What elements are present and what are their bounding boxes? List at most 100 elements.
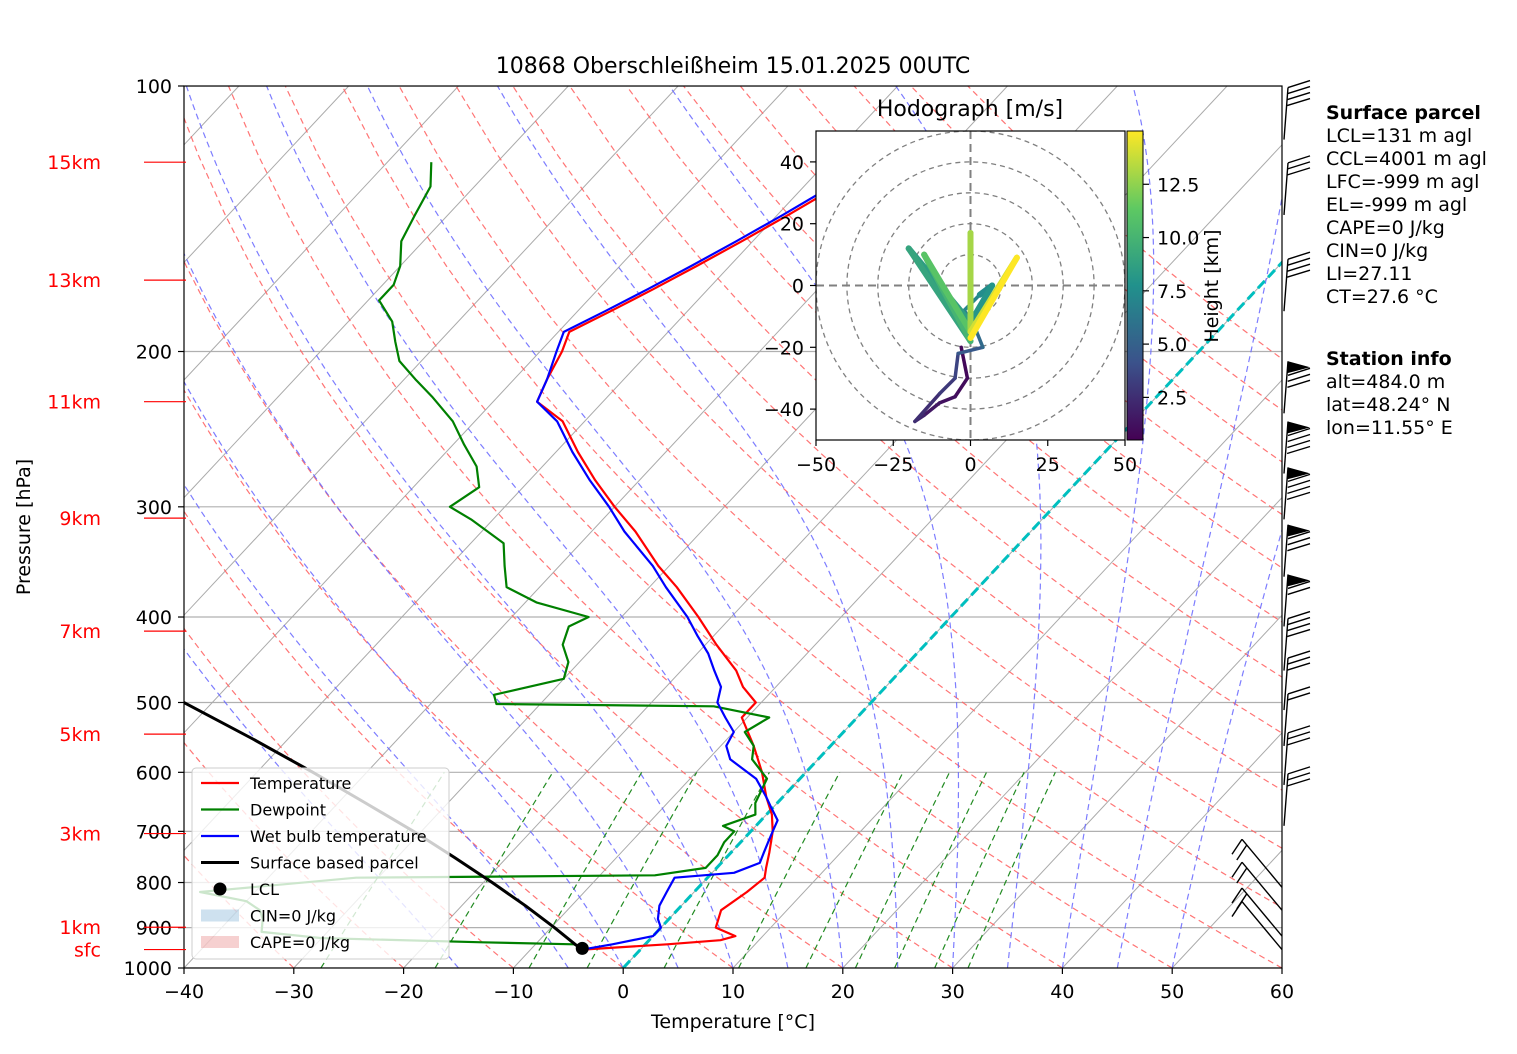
height-tick-label: 1km: [59, 917, 101, 939]
wind-barb: [1283, 361, 1311, 414]
wind-barb-flag: [1287, 257, 1311, 266]
hodograph-y-tick-label: −40: [764, 399, 804, 421]
wind-barb-shaft: [1283, 732, 1289, 785]
zero-isotherm: [622, 260, 1282, 968]
height-tick-label: 7km: [59, 621, 101, 643]
wind-barb-flag: [1287, 656, 1311, 665]
hodograph-title: Hodograph [m/s]: [877, 97, 1063, 122]
colorbar-tick-label: 7.5: [1157, 281, 1187, 303]
surface-parcel-heading: Surface parcel: [1326, 102, 1481, 124]
dry-adiabat: [184, 510, 624, 968]
hodograph-x-tick-label: −50: [796, 454, 836, 476]
mixing-ratio-line: [434, 771, 554, 968]
dry-adiabat: [796, 86, 1282, 516]
wind-barb-flag: [1287, 662, 1311, 671]
legend-label: Wet bulb temperature: [250, 827, 427, 846]
wind-barb-flag: [1287, 479, 1311, 489]
y-tick-label: 100: [136, 76, 172, 98]
moist-adiabat: [184, 252, 679, 968]
el-value: EL=-999 m agl: [1326, 194, 1468, 216]
y-tick-label: 700: [136, 821, 172, 843]
wind-barb-flag: [1287, 373, 1311, 382]
station-longitude: lon=11.55° E: [1326, 417, 1453, 439]
legend-label: LCL: [250, 880, 279, 899]
x-tick-label: −40: [164, 981, 204, 1003]
x-tick-label: 20: [831, 981, 855, 1003]
hodograph-segment: [921, 251, 974, 335]
li-value: LI=27.11: [1326, 263, 1413, 285]
lcl-value: LCL=131 m agl: [1326, 125, 1473, 147]
wind-barb-flag: [1287, 586, 1311, 596]
y-axis-label: Pressure [hPa]: [13, 459, 35, 595]
wind-barb-pennant: [1287, 361, 1310, 374]
hodograph-x-tick-label: −25: [873, 454, 913, 476]
hodograph-y-tick-label: 20: [780, 214, 804, 236]
wind-barb-flag: [1287, 251, 1311, 260]
height-tick-label: sfc: [74, 940, 101, 962]
wind-barb-flag: [1236, 867, 1248, 884]
legend-swatch-lcl: [213, 882, 227, 896]
wind-barb: [1283, 155, 1311, 215]
legend-label: Dewpoint: [250, 801, 326, 820]
wind-barb: [1283, 467, 1311, 520]
moist-adiabat: [496, 86, 899, 968]
wind-barb-shaft: [1241, 901, 1283, 951]
ct-value: CT=27.6 °C: [1326, 286, 1438, 308]
legend-label: CAPE=0 J/kg: [250, 933, 350, 952]
wind-barb: [1231, 901, 1283, 951]
dry-adiabat: [284, 86, 1173, 968]
colorbar-tick-label: 2.5: [1157, 387, 1187, 409]
wind-barb-flag: [1287, 379, 1311, 388]
hodograph: Hodograph [m/s] −50 −25 0 25 50 −40 −20 0 20 40 2…: [764, 97, 1223, 476]
hodograph-y-tick-label: 40: [780, 152, 804, 174]
wind-barb: [1231, 838, 1283, 888]
wind-barb-shaft: [1241, 838, 1283, 888]
station-info-heading: Station info: [1326, 348, 1452, 370]
moist-adiabat: [1061, 86, 1155, 968]
wind-barb-flag: [1287, 542, 1311, 552]
dry-adiabat: [184, 389, 734, 968]
wind-barb: [1283, 686, 1311, 746]
height-tick-label: 3km: [59, 824, 101, 846]
dry-adiabat: [398, 86, 1282, 909]
height-tick-label: 13km: [47, 270, 101, 292]
wind-barb-flag: [1287, 622, 1311, 632]
mixing-ratio-line: [528, 771, 643, 968]
wind-barb-shaft: [1283, 693, 1289, 746]
y-tick-label: 300: [136, 497, 172, 519]
temperature-line: [535, 161, 883, 951]
x-tick-label: 50: [1160, 981, 1184, 1003]
y-tick-label: 400: [136, 607, 172, 629]
wind-barb-shaft: [1283, 87, 1289, 140]
moist-adiabat: [184, 380, 624, 968]
legend-swatch-cape: [201, 936, 239, 948]
wind-barb-flag: [1287, 616, 1311, 626]
wind-barb-flag: [1287, 485, 1311, 495]
isotherm-line: [184, 86, 459, 381]
wind-barb-flag: [1287, 85, 1311, 95]
wind-barb-flag: [1287, 772, 1311, 781]
wind-barb-flag: [1287, 580, 1311, 590]
legend-label: CIN=0 J/kg: [250, 907, 336, 926]
isotherm-line: [732, 379, 1282, 968]
x-axis-ticks: −40 −30 −20 −10 0 10 20 30 40 50 60: [164, 968, 1294, 1003]
hodograph-segment: [974, 330, 985, 350]
wind-barb-flag: [1231, 887, 1243, 904]
legend-label: Surface based parcel: [250, 854, 419, 873]
dry-adiabat: [184, 259, 844, 968]
wind-barb-flag: [1286, 97, 1311, 107]
y-tick-label: 800: [136, 873, 172, 895]
wind-barb-shaft: [1283, 773, 1289, 826]
wind-barb-flag: [1287, 610, 1311, 620]
wind-barb-flag: [1287, 536, 1311, 546]
ccl-value: CCL=4001 m agl: [1326, 148, 1487, 170]
wind-barbs: [1231, 79, 1311, 951]
wind-barb: [1283, 421, 1311, 474]
wind-barb: [1231, 861, 1283, 911]
isotherm-line: [184, 86, 350, 264]
wind-barb-flag: [1287, 473, 1311, 483]
lcl-marker: [575, 941, 589, 955]
wetbulb-line: [535, 161, 877, 951]
wind-barb-flag: [1231, 838, 1243, 855]
